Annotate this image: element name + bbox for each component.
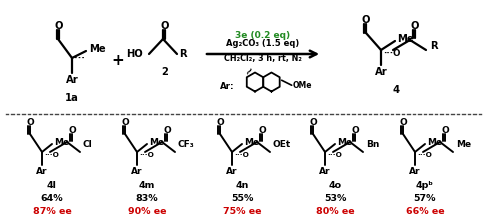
Text: R: R [429, 41, 437, 51]
Text: ···O: ···O [233, 152, 248, 158]
Text: 87% ee: 87% ee [32, 206, 71, 216]
Text: Ar: Ar [131, 166, 142, 176]
Text: O: O [55, 21, 63, 31]
Text: ···O: ···O [416, 152, 431, 158]
Text: 4pᵇ: 4pᵇ [415, 180, 433, 190]
Text: Me: Me [396, 34, 413, 44]
Text: O: O [440, 125, 448, 135]
Text: O: O [26, 117, 34, 127]
Text: Bn: Bn [365, 139, 378, 149]
Text: ···: ··· [74, 54, 85, 63]
Text: Ar: Ar [226, 166, 237, 176]
Text: 80% ee: 80% ee [315, 206, 354, 216]
Text: Me: Me [455, 139, 470, 149]
Text: 4: 4 [392, 85, 399, 95]
Text: ···O: ···O [44, 152, 59, 158]
Text: O: O [257, 125, 265, 135]
Text: Ar: Ar [36, 166, 47, 176]
Text: 4n: 4n [235, 180, 248, 190]
Text: O: O [361, 15, 369, 25]
Text: O: O [216, 117, 224, 127]
Text: HO: HO [126, 49, 143, 59]
Text: 53%: 53% [323, 194, 346, 202]
Text: O: O [410, 21, 418, 31]
Text: +: + [111, 52, 124, 67]
Text: O: O [68, 125, 76, 135]
Text: ···O: ···O [382, 48, 400, 57]
Text: Ar: Ar [374, 67, 387, 77]
Text: Cl: Cl [83, 139, 92, 149]
Text: O: O [121, 117, 129, 127]
Text: Ar: Ar [65, 75, 78, 85]
Text: OMe: OMe [292, 81, 312, 90]
Text: Ar: Ar [408, 166, 420, 176]
Text: CH₂Cl₂, 3 h, rt, N₂: CH₂Cl₂, 3 h, rt, N₂ [224, 54, 302, 63]
Text: 3e (0.2 eq): 3e (0.2 eq) [235, 30, 290, 40]
Text: 4m: 4m [138, 180, 155, 190]
Text: Ar:: Ar: [220, 81, 234, 91]
Text: Ag₂CO₃ (1.5 eq): Ag₂CO₃ (1.5 eq) [226, 40, 299, 48]
Text: 83%: 83% [136, 194, 158, 202]
Text: Me: Me [89, 44, 106, 54]
Text: O: O [308, 117, 316, 127]
Text: 66% ee: 66% ee [405, 206, 443, 216]
Text: CF₃: CF₃ [178, 139, 195, 149]
Text: 90% ee: 90% ee [127, 206, 166, 216]
Text: 2: 2 [161, 67, 168, 77]
Text: 1a: 1a [65, 93, 79, 103]
Text: O: O [398, 117, 406, 127]
Text: Me: Me [336, 137, 351, 147]
Text: O: O [350, 125, 358, 135]
Text: OEt: OEt [272, 139, 291, 149]
Text: 57%: 57% [413, 194, 435, 202]
Text: Ar: Ar [318, 166, 330, 176]
Text: 4l: 4l [47, 180, 57, 190]
Text: 4o: 4o [328, 180, 341, 190]
Text: ···O: ···O [139, 152, 153, 158]
Text: ∼: ∼ [243, 65, 257, 78]
Text: 55%: 55% [230, 194, 253, 202]
Text: ···O: ···O [326, 152, 341, 158]
Text: Me: Me [54, 137, 69, 147]
Text: O: O [163, 125, 170, 135]
Text: Me: Me [426, 137, 441, 147]
Text: 64%: 64% [41, 194, 63, 202]
Text: O: O [160, 21, 169, 31]
Text: R: R [179, 49, 186, 59]
Text: Me: Me [243, 137, 258, 147]
Text: 75% ee: 75% ee [222, 206, 261, 216]
Text: Me: Me [149, 137, 164, 147]
